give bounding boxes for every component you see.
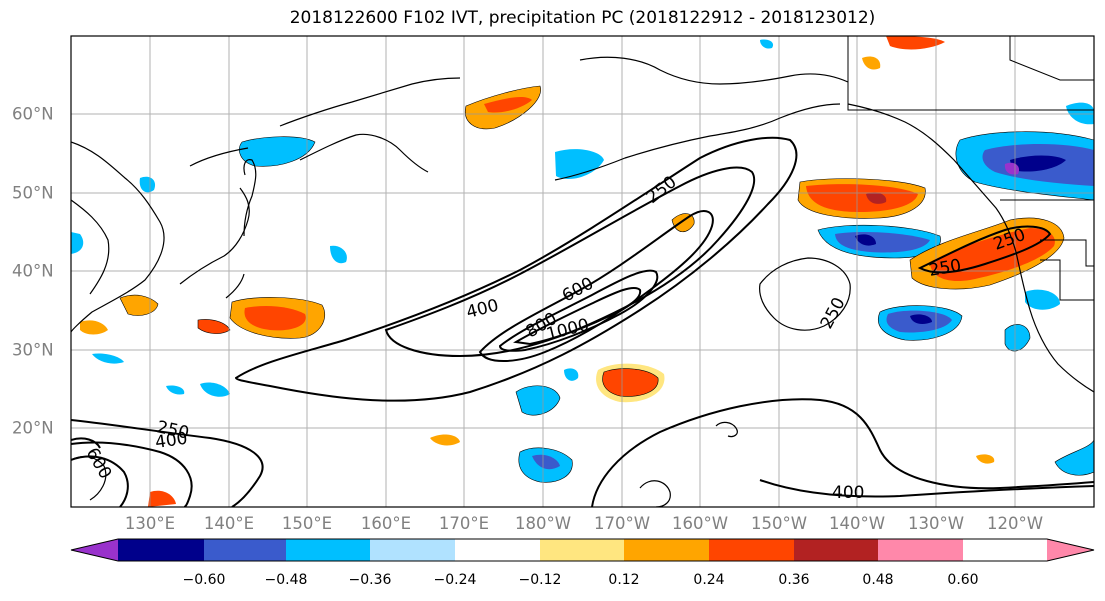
colorbar [70,538,1095,562]
colorbar-extend-low [71,539,118,561]
lon-label: 120°W [986,514,1044,533]
lat-label: 60°N [12,104,54,124]
lon-label: 170°W [593,514,651,533]
lon-label: 180°W [514,514,572,533]
precipitation-shading [71,36,1094,507]
colorbar-cell [118,539,204,561]
lon-label: 150°E [281,514,333,533]
colorbar-tick-label: 0.36 [778,572,810,588]
colorbar-tick-label: 0.12 [608,572,640,588]
lat-label: 20°N [12,418,54,438]
coastlines [71,56,1094,507]
colorbar-cell [878,539,963,561]
lon-label: 130°W [907,514,965,533]
colorbar-tick-label: 0.60 [947,572,979,588]
lat-label: 50°N [12,183,54,203]
lon-label: 140°E [203,514,255,533]
colorbar-tick-label: 0.48 [862,572,894,588]
colorbar-extend-high [1047,539,1094,561]
colorbar-tick-label: −0.36 [348,572,392,588]
ivt-contours [71,136,1094,507]
contour-label: 400 [154,429,189,453]
graticule [71,36,1094,507]
political-borders [847,36,1094,301]
lon-label: 130°E [124,514,176,533]
colorbar-cell [794,539,878,561]
colorbar-cell [370,539,455,561]
lon-label: 150°W [750,514,808,533]
colorbar-tick-label: 0.24 [693,572,725,588]
lon-label: 140°W [828,514,886,533]
map-title: 2018122600 F102 IVT, precipitation PC (2… [289,8,876,28]
colorbar-cell [624,539,709,561]
colorbar-tick-label: −0.48 [264,572,308,588]
lon-label: 160°E [360,514,412,533]
colorbar-cell [709,539,794,561]
lon-label: 170°E [438,514,490,533]
colorbar-cell [204,539,286,561]
lon-label: 160°W [671,514,729,533]
colorbar-cell [455,539,540,561]
map-frame [70,35,1095,508]
colorbar-tick-label: −0.12 [518,572,562,588]
colorbar-cell [540,539,624,561]
colorbar-tick-label: −0.24 [433,572,477,588]
lat-label: 30°N [12,340,54,360]
colorbar-tick-label: −0.60 [182,572,226,588]
colorbar-cell [286,539,370,561]
lat-label: 40°N [12,261,54,281]
contour-label: 400 [832,483,864,503]
